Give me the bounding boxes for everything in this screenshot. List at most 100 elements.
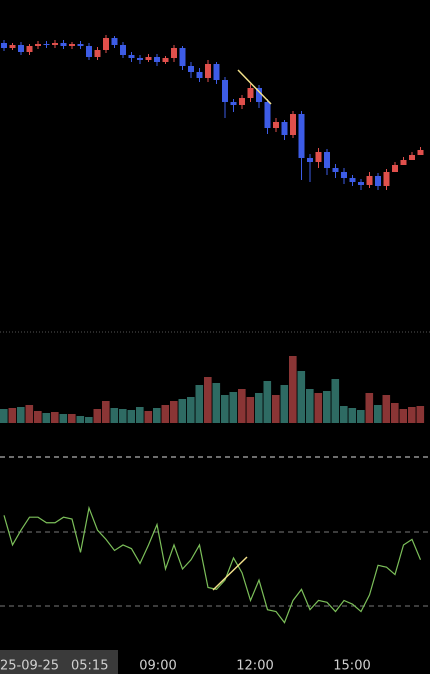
candle-body <box>137 58 143 60</box>
volume-bar <box>246 397 255 423</box>
candle-body <box>358 182 364 185</box>
volume-bar <box>59 414 68 423</box>
candle-body <box>26 46 33 52</box>
candle-body <box>196 72 203 78</box>
volume-bar <box>374 405 382 423</box>
candle-body <box>256 88 262 102</box>
volume-bar <box>272 395 280 423</box>
volume-bar <box>408 407 416 423</box>
candle-body <box>222 80 228 102</box>
volume-bar <box>212 383 221 423</box>
volume-bar <box>51 412 59 423</box>
volume-bar <box>178 399 187 423</box>
volume-bar <box>314 393 323 423</box>
volume-bar <box>76 416 85 423</box>
volume-bar <box>323 391 331 423</box>
candle-body <box>128 55 135 58</box>
candle-body <box>69 44 75 46</box>
volume-bar <box>297 371 306 423</box>
candle-body <box>94 50 101 57</box>
volume-bar <box>34 411 42 423</box>
candle-body <box>205 64 211 78</box>
candle-body <box>77 44 84 46</box>
volume-bar <box>280 385 289 423</box>
volume-bar <box>25 405 34 423</box>
volume-bar <box>68 414 76 423</box>
candle-body <box>349 178 356 182</box>
volume-bar <box>263 381 272 423</box>
candle-body <box>120 45 126 55</box>
trend-line <box>212 556 248 591</box>
candle-body <box>332 168 339 172</box>
volume-bar <box>255 393 263 423</box>
volume-bar <box>136 407 144 423</box>
volume-bar <box>399 409 408 423</box>
candle-body <box>103 38 109 50</box>
candle-body <box>171 48 177 58</box>
candle-body <box>60 43 67 46</box>
volume-bar <box>365 393 374 423</box>
volume-bar <box>306 389 314 423</box>
candle-body <box>18 45 24 52</box>
volume-bar <box>144 411 153 423</box>
candle-body <box>307 158 313 162</box>
volume-bar <box>348 408 357 423</box>
volume-bar <box>170 401 178 423</box>
volume-bar <box>187 397 195 423</box>
volume-bar <box>238 389 246 423</box>
volume-bar <box>391 403 399 423</box>
candle-body <box>86 46 92 57</box>
x-tick-label: 09:00 <box>139 659 176 674</box>
volume-bar <box>8 408 17 423</box>
indicator-line <box>3 505 422 624</box>
candle-body <box>392 165 398 172</box>
candle-body <box>298 114 305 158</box>
volume-bar <box>85 417 93 423</box>
candle-body <box>145 57 152 60</box>
candle-body <box>213 64 220 80</box>
candle-body <box>52 43 58 45</box>
volume-bar <box>119 409 127 423</box>
volume-bar <box>382 395 391 423</box>
candle-body <box>35 44 41 46</box>
candle-body <box>111 38 118 45</box>
volume-bar <box>221 395 229 423</box>
trend-line <box>237 69 272 105</box>
volume-bar <box>153 408 161 423</box>
volume-bar <box>357 410 365 423</box>
candle-body <box>230 102 237 105</box>
volume-bar <box>161 405 170 423</box>
volume-bar <box>289 356 297 423</box>
candle-body <box>400 160 407 165</box>
candle-body <box>264 102 271 128</box>
candle-body <box>188 66 194 72</box>
crosshair-date: 25-09-25 <box>0 659 59 674</box>
candle-body <box>281 122 288 135</box>
volume-bar <box>229 392 238 423</box>
volume-bar <box>195 385 204 423</box>
volume-bar <box>42 413 51 423</box>
candle-body <box>409 155 415 160</box>
candle-body <box>179 48 186 66</box>
candle-body <box>315 152 322 162</box>
candle-body <box>43 44 50 45</box>
candle-body <box>239 98 245 105</box>
candle-body <box>247 88 254 98</box>
candle-body <box>290 114 296 135</box>
crosshair-label-box <box>0 650 118 674</box>
candle-body <box>383 172 390 186</box>
x-tick-label: 15:00 <box>333 659 370 674</box>
volume-bar <box>0 409 8 423</box>
volume-bar <box>340 406 348 423</box>
candle-body <box>273 122 279 128</box>
candle-body <box>341 172 347 178</box>
volume-bar <box>93 409 102 423</box>
candle-body <box>1 43 7 48</box>
candle-body <box>9 45 16 48</box>
volume-bar <box>102 401 110 423</box>
volume-bar <box>416 406 425 423</box>
volume-bar <box>110 408 119 423</box>
candle-body <box>154 57 160 62</box>
